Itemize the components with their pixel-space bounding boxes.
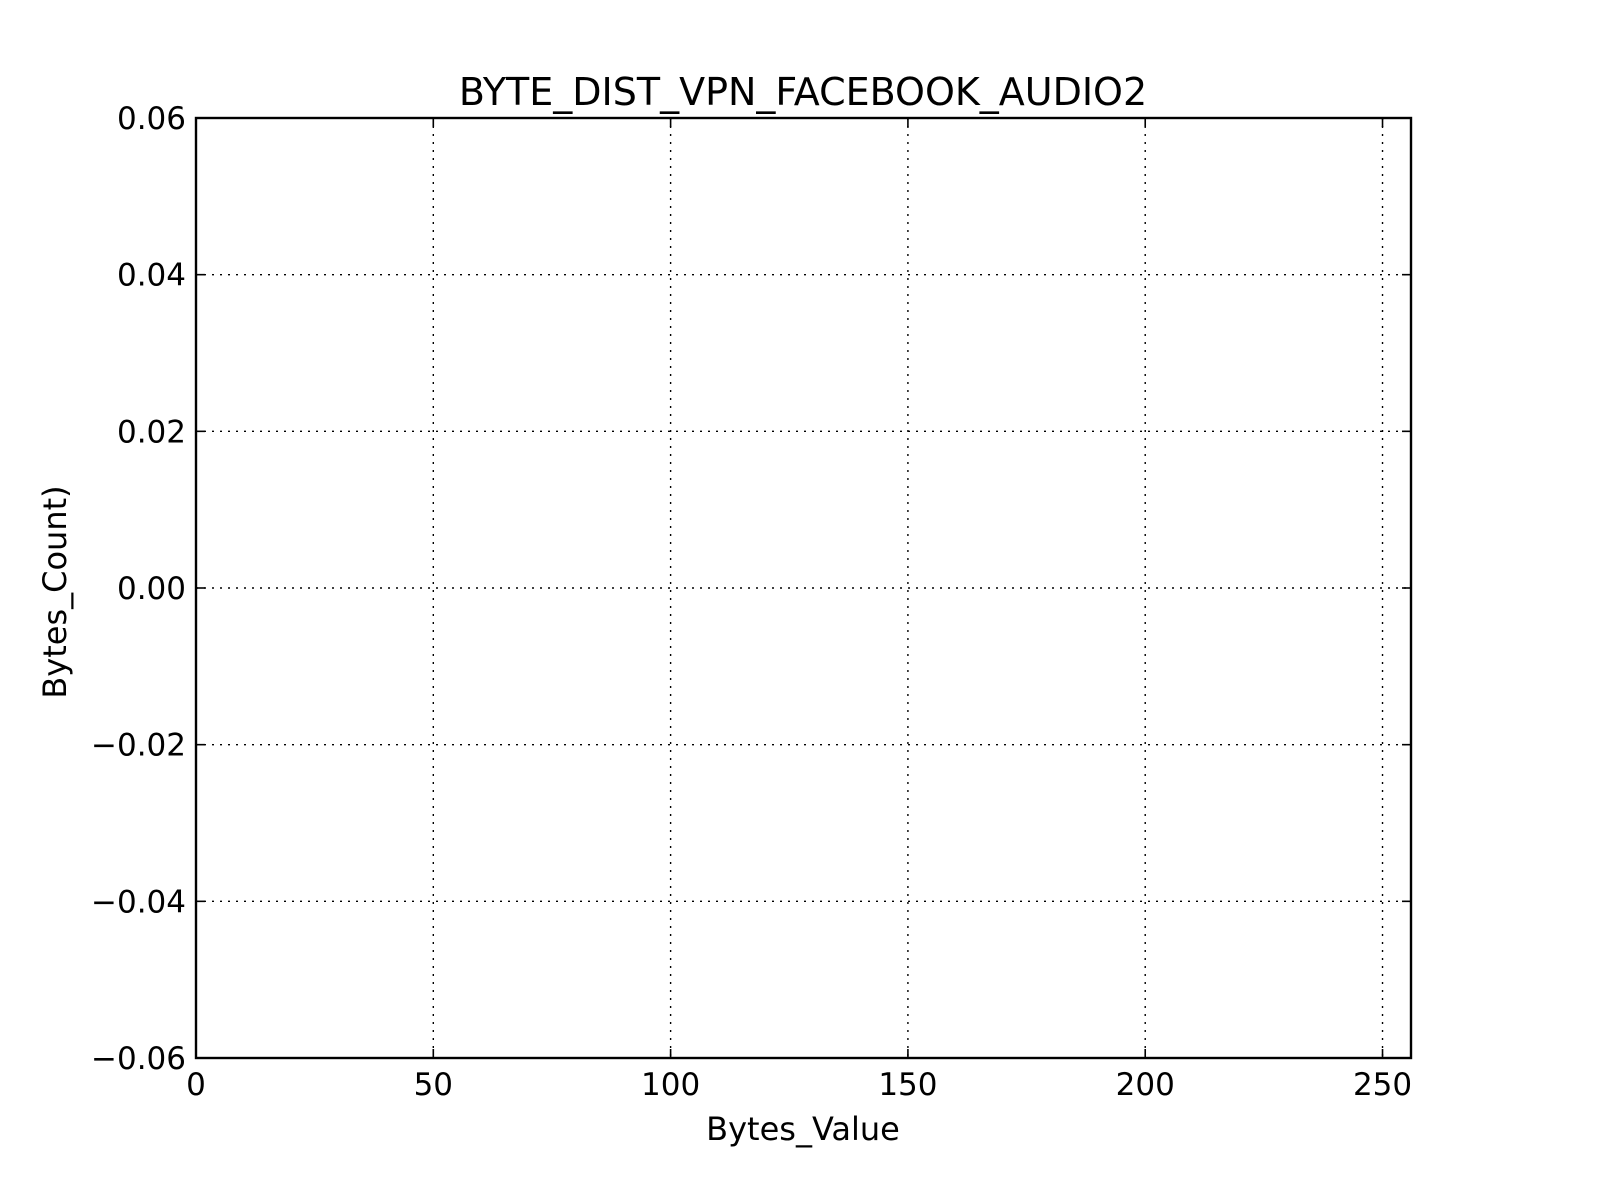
y-tick-label: −0.02 [91, 728, 186, 764]
x-tick-label: 100 [641, 1067, 700, 1103]
y-axis-label: Bytes_Count) [36, 485, 74, 698]
plot-frame [194, 116, 1413, 1060]
y-gridlines [196, 117, 1411, 1059]
y-tick-label: 0.02 [117, 414, 186, 450]
y-tick-label: −0.06 [91, 1041, 186, 1077]
x-tick-label: 50 [414, 1067, 453, 1103]
x-tick-label: 250 [1353, 1067, 1412, 1103]
x-tick-labels: 0 50 100 150 200 250 [186, 1067, 1412, 1103]
y-tick-label: 0.06 [117, 101, 186, 137]
y-tick-label: −0.04 [91, 884, 186, 920]
x-axis-label: Bytes_Value [706, 1110, 900, 1148]
y-tick-label: 0.00 [117, 571, 186, 607]
x-tick-label: 200 [1116, 1067, 1175, 1103]
y-tick-labels: −0.06 −0.04 −0.02 0.00 0.02 0.04 0.06 [91, 101, 186, 1077]
x-tick-label: 150 [878, 1067, 937, 1103]
chart-title: BYTE_DIST_VPN_FACEBOOK_AUDIO2 [459, 70, 1147, 114]
x-tick-label: 0 [186, 1067, 206, 1103]
y-tick-label: 0.04 [117, 258, 186, 294]
